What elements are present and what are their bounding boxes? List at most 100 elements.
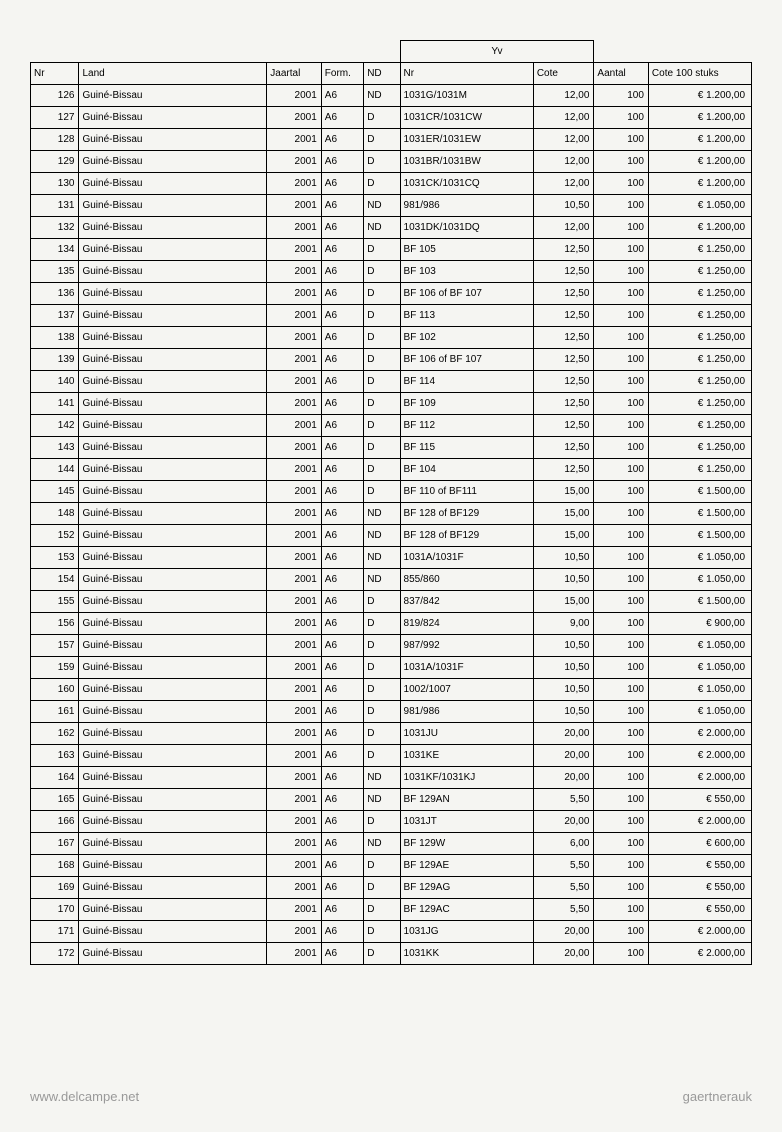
cell-form: A6 [321,393,363,415]
table-row: 159Guiné-Bissau2001A6D1031A/1031F10,5010… [31,657,752,679]
cell-nd: ND [364,789,400,811]
cell-cote100: € 1.200,00 [648,129,751,151]
cell-form: A6 [321,371,363,393]
cell-cote100: € 2.000,00 [648,921,751,943]
cell-land: Guiné-Bissau [79,745,267,767]
table-row: 165Guiné-Bissau2001A6NDBF 129AN5,50100€ … [31,789,752,811]
table-row: 145Guiné-Bissau2001A6DBF 110 of BF11115,… [31,481,752,503]
cell-cote: 10,50 [533,195,594,217]
cell-nr: 143 [31,437,79,459]
cell-nd: D [364,899,400,921]
cell-nr: 134 [31,239,79,261]
cell-nd: D [364,305,400,327]
cell-yvnr: 855/860 [400,569,533,591]
cell-cote: 12,50 [533,393,594,415]
cell-nd: ND [364,217,400,239]
cell-form: A6 [321,745,363,767]
cell-cote100: € 1.050,00 [648,701,751,723]
table-row: 139Guiné-Bissau2001A6DBF 106 of BF 10712… [31,349,752,371]
cell-jaartal: 2001 [267,327,322,349]
cell-form: A6 [321,789,363,811]
cell-jaartal: 2001 [267,129,322,151]
cell-cote100: € 1.250,00 [648,437,751,459]
cell-form: A6 [321,569,363,591]
table-row: 142Guiné-Bissau2001A6DBF 11212,50100€ 1.… [31,415,752,437]
cell-form: A6 [321,459,363,481]
cell-land: Guiné-Bissau [79,107,267,129]
cell-land: Guiné-Bissau [79,151,267,173]
cell-aantal: 100 [594,701,649,723]
column-headers: Nr Land Jaartal Form. ND Nr Cote Aantal … [31,63,752,85]
cell-nr: 141 [31,393,79,415]
cell-form: A6 [321,261,363,283]
cell-yvnr: BF 113 [400,305,533,327]
table-row: 144Guiné-Bissau2001A6DBF 10412,50100€ 1.… [31,459,752,481]
cell-cote100: € 1.250,00 [648,327,751,349]
cell-nd: D [364,261,400,283]
cell-aantal: 100 [594,459,649,481]
cell-form: A6 [321,415,363,437]
cell-cote100: € 1.250,00 [648,283,751,305]
cell-jaartal: 2001 [267,943,322,965]
cell-jaartal: 2001 [267,723,322,745]
table-row: 129Guiné-Bissau2001A6D1031BR/1031BW12,00… [31,151,752,173]
cell-jaartal: 2001 [267,525,322,547]
cell-yvnr: 837/842 [400,591,533,613]
cell-land: Guiné-Bissau [79,833,267,855]
cell-jaartal: 2001 [267,657,322,679]
cell-nd: ND [364,547,400,569]
cell-jaartal: 2001 [267,591,322,613]
table-row: 160Guiné-Bissau2001A6D1002/100710,50100€… [31,679,752,701]
cell-jaartal: 2001 [267,371,322,393]
cell-aantal: 100 [594,305,649,327]
cell-cote: 9,00 [533,613,594,635]
watermark-right: gaertnerauk [683,1089,752,1104]
cell-yvnr: BF 129AG [400,877,533,899]
cell-nr: 126 [31,85,79,107]
table-row: 140Guiné-Bissau2001A6DBF 11412,50100€ 1.… [31,371,752,393]
cell-aantal: 100 [594,525,649,547]
cell-cote100: € 1.050,00 [648,657,751,679]
cell-cote100: € 2.000,00 [648,767,751,789]
table-row: 138Guiné-Bissau2001A6DBF 10212,50100€ 1.… [31,327,752,349]
cell-cote: 20,00 [533,921,594,943]
cell-cote: 12,00 [533,217,594,239]
cell-form: A6 [321,921,363,943]
cell-cote: 12,00 [533,151,594,173]
cell-cote100: € 1.050,00 [648,679,751,701]
cell-aantal: 100 [594,481,649,503]
cell-cote100: € 1.500,00 [648,481,751,503]
cell-cote100: € 550,00 [648,877,751,899]
cell-cote100: € 600,00 [648,833,751,855]
catalog-table: Yv Nr Land Jaartal Form. ND Nr Cote Aant… [30,40,752,965]
cell-aantal: 100 [594,723,649,745]
cell-cote: 15,00 [533,503,594,525]
cell-aantal: 100 [594,393,649,415]
cell-land: Guiné-Bissau [79,877,267,899]
cell-land: Guiné-Bissau [79,459,267,481]
table-row: 136Guiné-Bissau2001A6DBF 106 of BF 10712… [31,283,752,305]
cell-land: Guiné-Bissau [79,547,267,569]
cell-cote100: € 1.500,00 [648,525,751,547]
cell-yvnr: BF 129AN [400,789,533,811]
cell-cote: 12,50 [533,239,594,261]
cell-nr: 163 [31,745,79,767]
cell-nr: 167 [31,833,79,855]
cell-cote: 6,00 [533,833,594,855]
cell-nd: ND [364,569,400,591]
cell-aantal: 100 [594,371,649,393]
table-body: 126Guiné-Bissau2001A6ND1031G/1031M12,001… [31,85,752,965]
cell-jaartal: 2001 [267,239,322,261]
cell-jaartal: 2001 [267,393,322,415]
cell-cote100: € 900,00 [648,613,751,635]
cell-nd: ND [364,767,400,789]
cell-land: Guiné-Bissau [79,261,267,283]
cell-jaartal: 2001 [267,195,322,217]
cell-cote100: € 550,00 [648,789,751,811]
cell-yvnr: 819/824 [400,613,533,635]
cell-yvnr: 1031ER/1031EW [400,129,533,151]
cell-nd: D [364,921,400,943]
cell-jaartal: 2001 [267,85,322,107]
cell-cote: 12,50 [533,415,594,437]
cell-land: Guiné-Bissau [79,657,267,679]
